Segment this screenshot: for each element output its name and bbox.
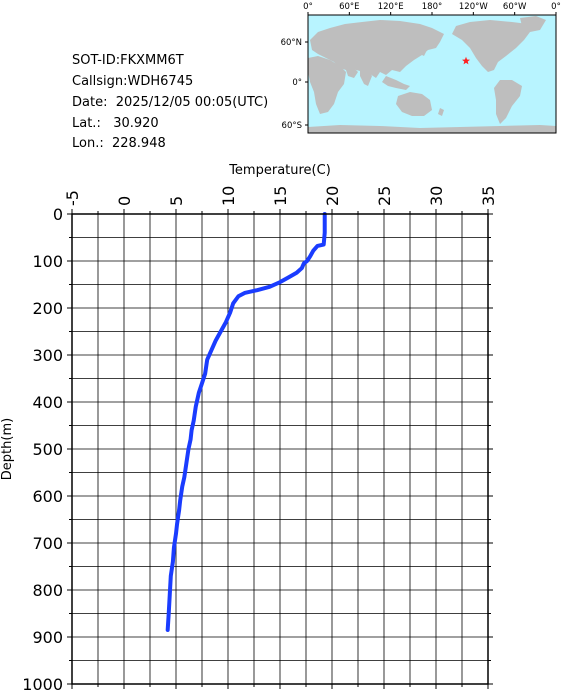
star-icon (462, 56, 470, 65)
plot-frame (71, 213, 489, 685)
land-new-zealand (438, 108, 444, 116)
temperature-series (165, 212, 327, 632)
map-lon-label: 120°W (459, 2, 488, 12)
land-indonesia (382, 76, 410, 90)
temperature-profile-line (165, 212, 327, 632)
temperature-depth-plot: -5 0 5 10 15 20 25 30 35 01002003004005006007008… (0, 163, 498, 690)
land-antarctica (308, 125, 556, 133)
x-tick-label: 20 (323, 186, 342, 206)
x-tick-label: 25 (375, 186, 394, 206)
x-tick-label: 0 (115, 196, 134, 206)
map-labels: 0° 60°E 120°E 180° 120°W 60°W 0° 60°N 0° 60°S (281, 2, 561, 131)
y-tick-label: 600 (32, 487, 63, 506)
map-lat-label: 60°S (282, 121, 302, 131)
land-north-america (452, 20, 530, 72)
map-lon-label: 180° (422, 2, 442, 12)
map-lat-label: 0° (292, 78, 302, 88)
x-tick-label: 5 (167, 196, 186, 206)
map-lat-label: 60°N (281, 38, 302, 48)
map-lon-label: 0° (303, 2, 313, 12)
map-lon-label: 120°E (378, 2, 404, 12)
land-eurasia (310, 20, 444, 78)
lon-text: Lon.: 228.948 (72, 136, 166, 151)
land-india (360, 70, 372, 86)
y-tick-label: 0 (53, 205, 63, 224)
land-australia (396, 92, 432, 116)
land-arabia (344, 64, 358, 78)
x-tick-label: 30 (427, 186, 446, 206)
date-text: Date: 2025/12/05 00:05(UTC) (72, 95, 269, 110)
x-tick-label: 10 (219, 186, 238, 206)
y-tick-label: 400 (32, 393, 63, 412)
y-tick-label: 500 (32, 440, 63, 459)
lat-text: Lat.: 30.920 (72, 116, 159, 131)
x-axis-title: Temperature(C) (228, 163, 331, 178)
map-lon-label: 0° (551, 2, 561, 12)
map-land (308, 16, 556, 133)
y-tick-label: 1000 (22, 675, 63, 690)
land-greenland (520, 16, 546, 32)
land-japan (420, 42, 428, 56)
map-lon-label: 60°W (503, 2, 527, 12)
location-marker (462, 56, 470, 65)
chart-grid (72, 214, 488, 684)
y-tick-label: 800 (32, 581, 63, 600)
world-map: 0° 60°E 120°E 180° 120°W 60°W 0° 60°N 0° 60°S (281, 2, 561, 134)
y-axis-title: Depth(m) (0, 418, 15, 480)
land-south-america (494, 80, 522, 124)
map-lon-label: 60°E (339, 2, 359, 12)
y-tick-label: 300 (32, 346, 63, 365)
x-tick-label: 15 (271, 186, 290, 206)
y-tick-label: 200 (32, 299, 63, 318)
land-africa (308, 56, 346, 114)
y-tick-label: 100 (32, 252, 63, 271)
callsign-text: Callsign:WDH6745 (72, 74, 194, 89)
y-tick-labels: 0 100 200 300 400 500 600 700 800 900 1000 (22, 205, 63, 690)
x-tick-label: -5 (63, 190, 82, 206)
sot-id-text: SOT-ID:FKXMM6T (72, 53, 184, 68)
x-tick-labels: -5 0 5 10 15 20 25 30 35 (63, 186, 498, 206)
x-tick-label: 35 (479, 186, 498, 206)
y-tick-label: 700 (32, 534, 63, 553)
y-tick-label: 900 (32, 628, 63, 647)
